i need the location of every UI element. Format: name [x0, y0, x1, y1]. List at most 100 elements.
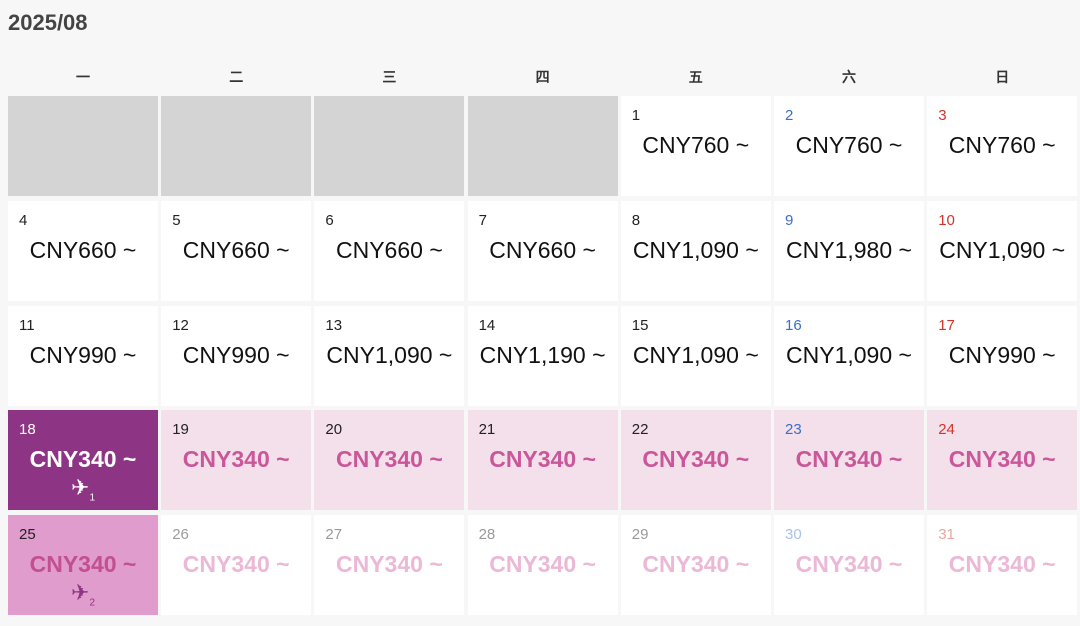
price: CNY760 ~ — [642, 132, 750, 158]
day-cell[interactable]: 12 CNY990 ~ — [161, 305, 312, 406]
price: CNY1,090 ~ — [632, 236, 759, 263]
price: CNY1,090 ~ — [939, 236, 1066, 263]
day-number: 3 — [938, 107, 947, 124]
price: CNY340 ~ — [29, 551, 137, 578]
day-cell[interactable]: 2 CNY760 ~ — [774, 96, 924, 196]
empty-cell — [8, 96, 158, 196]
price: CNY1,980 ~ — [786, 236, 912, 263]
weekday-header: 四 — [535, 69, 550, 85]
weekday-header: 日 — [995, 69, 1010, 85]
day-number: 25 — [19, 526, 36, 544]
day-cell[interactable]: 6 CNY660 ~ — [314, 200, 465, 301]
day-cell[interactable]: 4 CNY660 ~ — [8, 200, 158, 301]
price: CNY1,090 ~ — [632, 341, 759, 368]
price: CNY340 ~ — [336, 446, 443, 473]
day-number: 26 — [172, 526, 189, 544]
day-cell[interactable]: 15 CNY1,090 ~ — [620, 305, 771, 406]
weekday-header: 五 — [688, 69, 703, 85]
day-number: 5 — [172, 211, 181, 229]
day-cell[interactable]: 22 CNY340 ~ — [620, 410, 771, 511]
day-number: 8 — [631, 211, 641, 229]
day-cell[interactable]: 23 CNY340 ~ — [774, 410, 924, 511]
price: CNY1,190 ~ — [479, 341, 606, 368]
price: CNY760 ~ — [948, 132, 1056, 158]
day-number: 18 — [19, 421, 36, 439]
day-number: 23 — [785, 421, 802, 439]
day-cell[interactable]: 10 CNY1,090 ~ — [927, 200, 1078, 301]
day-number: 28 — [478, 526, 496, 544]
weekday-header: 一 — [76, 69, 90, 85]
day-cell[interactable]: 13 CNY1,090 ~ — [314, 305, 465, 406]
day-cell[interactable]: 14 CNY1,190 ~ — [467, 305, 618, 406]
day-cell[interactable]: 1 CNY760 ~ — [620, 96, 771, 196]
day-number: 17 — [938, 316, 955, 334]
day-cell: 27 CNY340 ~ — [314, 515, 465, 616]
day-number: 29 — [631, 526, 649, 544]
price: CNY340 ~ — [182, 446, 290, 473]
day-cell[interactable]: 3 CNY760 ~ — [927, 96, 1078, 196]
day-cell: 31 CNY340 ~ — [927, 515, 1078, 616]
day-cell[interactable]: 11 CNY990 ~ — [8, 305, 158, 406]
day-cell[interactable]: 5 CNY660 ~ — [161, 200, 312, 301]
day-cell[interactable]: 25 CNY340 ~ ✈2 — [8, 515, 158, 616]
price: CNY1,090 ~ — [786, 341, 912, 368]
day-cell[interactable]: 21 CNY340 ~ — [467, 410, 618, 511]
day-number: 14 — [478, 316, 496, 334]
day-cell[interactable]: 19 CNY340 ~ — [161, 410, 312, 511]
day-cell[interactable]: 24 CNY340 ~ — [927, 410, 1078, 511]
day-number: 2 — [785, 107, 794, 124]
price: CNY340 ~ — [489, 446, 596, 473]
day-number: 7 — [478, 211, 487, 229]
day-cell[interactable]: 7 CNY660 ~ — [467, 200, 618, 301]
price: CNY340 ~ — [642, 446, 750, 473]
day-cell[interactable]: 17 CNY990 ~ — [927, 305, 1078, 406]
month-title: 2025/08 — [8, 10, 88, 35]
day-number: 22 — [631, 421, 649, 439]
price: CNY1,090 ~ — [326, 341, 453, 368]
flight-number: 1 — [89, 492, 95, 504]
day-number: 12 — [172, 316, 189, 334]
price: CNY340 ~ — [489, 551, 596, 578]
weekday-header: 二 — [229, 69, 244, 85]
price: CNY340 ~ — [182, 551, 290, 578]
day-number: 27 — [325, 526, 343, 544]
day-number: 4 — [19, 211, 28, 229]
day-number: 1 — [631, 107, 641, 124]
empty-cell — [161, 96, 312, 196]
flight-marker: ✈1 — [71, 475, 95, 504]
day-number: 31 — [938, 526, 955, 544]
day-cell[interactable]: 18 CNY340 ~ ✈1 — [8, 410, 158, 511]
day-number: 21 — [478, 421, 496, 439]
price: CNY340 ~ — [795, 551, 903, 578]
day-number: 6 — [325, 211, 334, 229]
day-cell: 26 CNY340 ~ — [161, 515, 312, 616]
weekday-header: 三 — [382, 69, 397, 85]
price: CNY990 ~ — [29, 341, 137, 368]
price: CNY990 ~ — [182, 341, 290, 368]
day-number: 16 — [785, 316, 802, 334]
price: CNY340 ~ — [642, 551, 750, 578]
day-number: 24 — [938, 421, 955, 439]
price: CNY340 ~ — [29, 446, 137, 473]
weekday-header: 六 — [842, 69, 856, 85]
price: CNY340 ~ — [795, 446, 903, 473]
day-number: 20 — [325, 421, 343, 439]
day-cell[interactable]: 9 CNY1,980 ~ — [774, 200, 924, 301]
price: CNY660 ~ — [182, 236, 290, 263]
price: CNY340 ~ — [948, 446, 1056, 473]
day-cell: 29 CNY340 ~ — [620, 515, 771, 616]
day-cell[interactable]: 8 CNY1,090 ~ — [620, 200, 771, 301]
day-number: 30 — [785, 526, 802, 544]
day-cell[interactable]: 20 CNY340 ~ — [314, 410, 465, 511]
day-cell: 28 CNY340 ~ — [467, 515, 618, 616]
flight-marker: ✈2 — [71, 580, 95, 609]
day-number: 9 — [785, 211, 794, 229]
day-number: 10 — [938, 211, 955, 229]
day-cell[interactable]: 16 CNY1,090 ~ — [774, 305, 924, 406]
day-number: 15 — [631, 316, 649, 334]
day-cell: 30 CNY340 ~ — [774, 515, 924, 616]
price: CNY660 ~ — [336, 236, 443, 263]
empty-cell — [314, 96, 465, 196]
price: CNY660 ~ — [29, 236, 137, 263]
